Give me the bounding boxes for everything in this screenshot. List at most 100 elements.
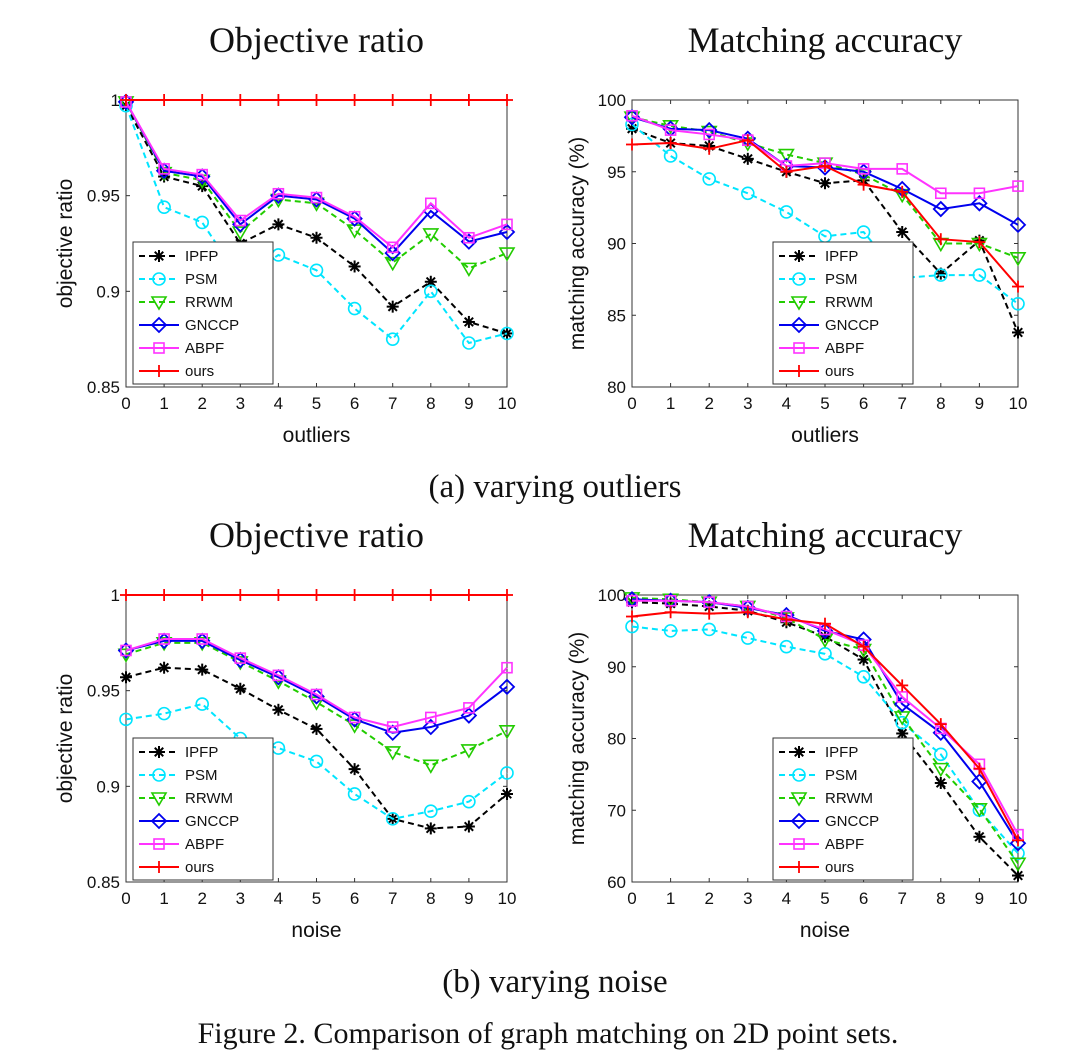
y-tick-label: 0.95 (87, 187, 120, 206)
legend: IPFP PSM RRWM GNCCP ABPF ours (132, 241, 274, 385)
series-psm (119, 697, 514, 826)
series-line-psm (631, 123, 1019, 305)
data-point-ours (462, 589, 475, 601)
x-tick-label: 8 (936, 889, 945, 908)
data-point-ipfp (934, 267, 947, 280)
legend-label-gnccp: GNCCP (185, 317, 239, 334)
data-point-rrwm (778, 148, 795, 164)
y-tick-label: 0.9 (96, 282, 120, 301)
data-point-psm (933, 268, 948, 282)
legend-marker-ipfp (153, 746, 165, 758)
legend-label-gnccp: GNCCP (825, 813, 879, 830)
data-point-abpf (664, 124, 677, 136)
legend-marker-abpf (153, 838, 165, 850)
data-point-abpf (626, 109, 638, 122)
legend-box (772, 241, 914, 385)
legend-marker-ours (793, 861, 805, 873)
legend-label-gnccp: GNCCP (185, 813, 239, 830)
data-point-ours (196, 589, 209, 601)
data-point-psm (740, 631, 755, 645)
y-tick-label: 80 (607, 730, 626, 749)
legend-marker-rrwm (150, 792, 168, 807)
data-point-ours (272, 589, 285, 601)
data-point-abpf (424, 197, 437, 210)
data-point-psm (856, 225, 871, 239)
data-point-ipfp (310, 722, 323, 735)
y-tick-label: 80 (607, 378, 626, 397)
y-tick-label: 95 (607, 163, 626, 182)
data-point-rrwm (1009, 857, 1027, 872)
chart-title: Objective ratio (209, 515, 424, 555)
series-psm (119, 98, 514, 350)
series-ours (120, 94, 513, 106)
legend-marker-rrwm (790, 792, 808, 807)
data-point-abpf (857, 163, 870, 175)
legend-label-rrwm: RRWM (185, 790, 233, 807)
x-tick-label: 7 (388, 889, 397, 908)
data-point-abpf (896, 163, 909, 175)
data-point-gnccp (971, 195, 988, 212)
legend-marker-psm (792, 768, 806, 782)
legend-label-ipfp: IPFP (185, 248, 218, 265)
series-line-psm (631, 625, 1019, 854)
x-tick-label: 4 (782, 889, 791, 908)
data-point-ipfp (1012, 326, 1024, 339)
data-point-ours (934, 233, 947, 246)
legend-label-ours: ours (825, 363, 854, 380)
data-point-ours (424, 94, 437, 106)
series-ours (120, 589, 513, 601)
data-point-ours (272, 94, 285, 106)
legend-label-gnccp: GNCCP (825, 317, 879, 334)
data-point-ipfp (272, 218, 285, 231)
data-point-ours (424, 589, 437, 601)
y-tick-label: 1 (111, 586, 120, 605)
legend-marker-psm (792, 272, 806, 286)
data-point-psm (119, 712, 133, 727)
data-point-abpf (424, 711, 437, 724)
x-tick-label: 2 (197, 889, 206, 908)
data-point-gnccp (498, 678, 516, 696)
data-point-abpf (272, 669, 285, 682)
data-point-ipfp (196, 663, 209, 676)
chart-panel-2: Matching accuracy 0 1 2 3 4 5 6 7 8 9 10 80 85 90 95 100… (566, 20, 1027, 447)
data-point-abpf (120, 644, 132, 657)
legend: IPFP PSM RRWM GNCCP ABPF ours (772, 241, 914, 385)
data-point-psm (500, 326, 514, 341)
x-tick-label: 9 (975, 394, 984, 413)
data-point-ours (386, 589, 399, 601)
data-point-psm (347, 787, 362, 801)
legend-label-ipfp: IPFP (825, 744, 858, 761)
data-point-psm (779, 205, 794, 219)
x-tick-label: 6 (859, 394, 868, 413)
data-point-ours (1012, 834, 1024, 847)
data-point-rrwm (460, 744, 478, 759)
data-point-psm (385, 812, 400, 826)
data-point-gnccp (422, 718, 440, 736)
data-point-rrwm (932, 762, 950, 778)
y-tick-label: 90 (607, 658, 626, 677)
subcaption-b: (b) varying noise (442, 964, 667, 1000)
data-point-ours (896, 679, 909, 692)
legend-marker-psm (152, 272, 166, 286)
data-point-ipfp (501, 787, 513, 800)
y-tick-label: 90 (607, 235, 626, 254)
data-point-ours (973, 762, 986, 775)
legend-label-abpf: ABPF (825, 836, 864, 853)
x-tick-label: 5 (820, 889, 829, 908)
data-point-ours (120, 589, 132, 601)
x-tick-label: 2 (704, 394, 713, 413)
data-point-rrwm (498, 725, 516, 740)
series-abpf (120, 96, 513, 254)
data-point-psm (779, 639, 794, 654)
data-point-psm (195, 215, 209, 230)
data-point-psm (385, 332, 400, 346)
legend-marker-rrwm (790, 296, 808, 311)
data-point-psm (702, 172, 717, 186)
data-point-ours (310, 94, 323, 106)
data-point-abpf (463, 702, 475, 714)
legend-marker-abpf (793, 342, 805, 354)
x-tick-label: 1 (159, 889, 168, 908)
data-point-ours (501, 589, 513, 601)
y-tick-label: 100 (598, 91, 626, 110)
data-point-abpf (973, 187, 986, 200)
